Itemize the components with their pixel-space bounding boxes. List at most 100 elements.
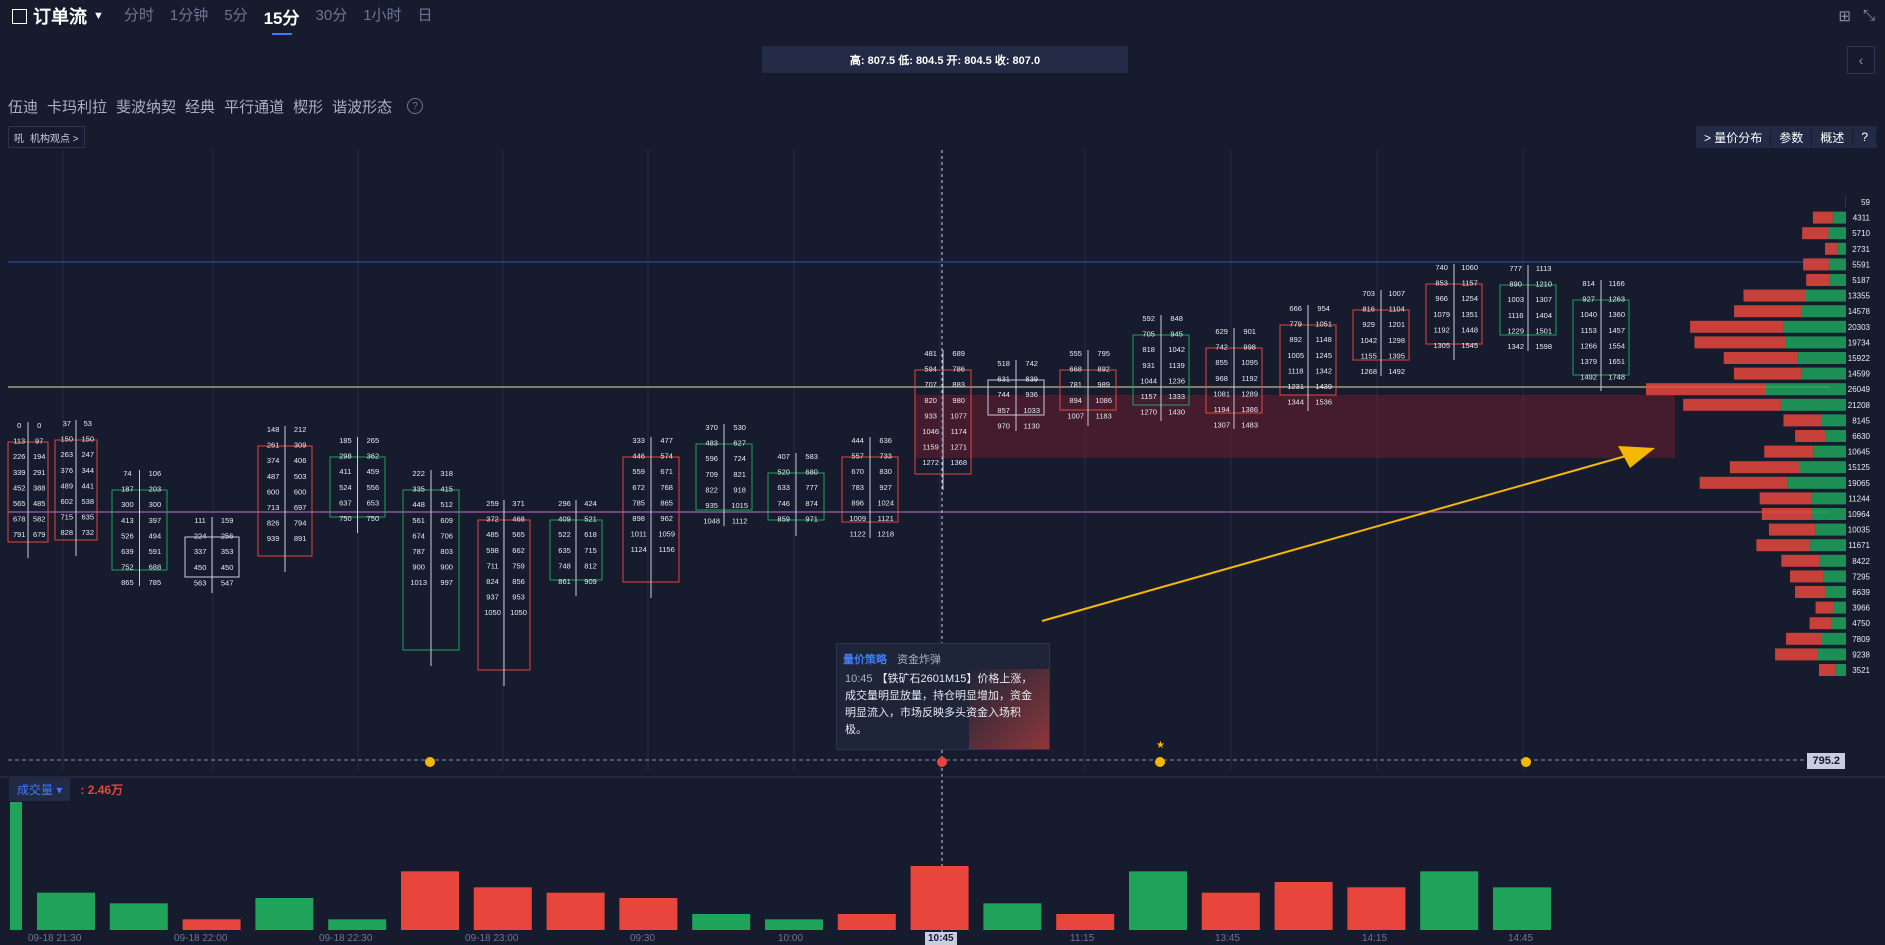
institution-view-button[interactable]: 吼 机构观点 >: [8, 126, 85, 148]
footprint-ask: 1174: [951, 427, 967, 436]
popup-tab-fund-bomb[interactable]: 资金炸弹: [897, 651, 941, 667]
footprint-bid: 855: [1215, 358, 1228, 367]
footprint-bid: 524: [339, 483, 352, 492]
footprint-bid: 485: [486, 530, 499, 539]
footprint-ask: 300: [149, 500, 162, 509]
tool-parallel-channel[interactable]: 平行通道: [224, 96, 284, 117]
volume-bar: [1420, 871, 1478, 930]
footprint-ask: 1483: [1241, 421, 1258, 430]
popup-tab-volume-price[interactable]: 量价策略: [843, 651, 887, 667]
vp-value: 7295: [1852, 572, 1870, 581]
tab-day[interactable]: 日: [418, 4, 433, 29]
volume-bar: [255, 898, 313, 930]
footprint-bid: 705: [1142, 330, 1155, 339]
vp-buy-bar: [1787, 477, 1846, 489]
footprint-bid: 261: [267, 441, 280, 450]
footprint-ask: 1342: [1315, 366, 1332, 375]
layout-grid-icon[interactable]: ⊞: [1838, 7, 1851, 25]
tool-fibonacci[interactable]: 斐波纳契: [116, 96, 176, 117]
footprint-bid: 487: [267, 472, 280, 481]
help-icon[interactable]: ?: [407, 98, 423, 114]
footprint-ask: 591: [149, 547, 162, 556]
footprint-ask: 680: [805, 468, 818, 477]
vp-sell-bar: [1769, 524, 1815, 536]
footprint-ask: 785: [149, 578, 162, 587]
tool-harmonic[interactable]: 谐波形态: [332, 96, 392, 117]
tab-5min[interactable]: 5分: [224, 4, 247, 29]
collapse-panel-button[interactable]: ‹: [1847, 46, 1875, 74]
footprint-bid: 970: [997, 421, 1010, 430]
footprint-box: [915, 370, 971, 474]
footprint-ask: 1015: [731, 501, 748, 510]
footprint-ask: 1271: [950, 443, 967, 452]
tool-woodie[interactable]: 伍迪: [8, 96, 38, 117]
tab-15min[interactable]: 15分: [264, 4, 300, 29]
value-band: [915, 395, 1675, 458]
volume-dropdown[interactable]: 成交量 ▾: [9, 778, 70, 801]
volume-profile-button[interactable]: > 量价分布: [1696, 129, 1771, 146]
app-title-menu[interactable]: 订单流 ▼: [12, 3, 104, 29]
footprint-ask: 1289: [1241, 389, 1258, 398]
overview-button[interactable]: 概述: [1812, 129, 1853, 146]
vp-value: 3521: [1852, 666, 1870, 675]
footprint-bid: 565: [13, 499, 26, 508]
footprint-ask: 1457: [1608, 326, 1625, 335]
footprint-bid: 300: [121, 500, 134, 509]
footprint-ask: 821: [733, 470, 746, 479]
params-button[interactable]: 参数: [1771, 129, 1812, 146]
footprint-bid: 296: [558, 499, 571, 508]
tab-1hour[interactable]: 1小时: [363, 4, 401, 29]
footprint-ask: 1007: [1388, 289, 1405, 298]
footprint-ask: 856: [512, 577, 525, 586]
tool-classic[interactable]: 经典: [185, 96, 215, 117]
footprint-ask: 892: [1097, 365, 1110, 374]
vp-buy-bar: [1838, 243, 1846, 255]
footprint-bid: 781: [1069, 380, 1082, 389]
vp-value: 4750: [1852, 619, 1870, 628]
footprint-ask: 848: [1170, 314, 1183, 323]
footprint-ask: 662: [512, 546, 525, 555]
footprint-ask: 653: [367, 498, 380, 507]
footprint-bid: 1050: [484, 608, 501, 617]
volume-bar: [983, 903, 1041, 930]
footprint-bid: 791: [13, 530, 26, 539]
footprint-ask: 1148: [1316, 335, 1332, 344]
footprint-ask: 901: [1243, 327, 1256, 336]
footprint-ask: 874: [805, 499, 818, 508]
footprint-ask: 468: [512, 515, 525, 524]
footprint-box: [1206, 348, 1262, 413]
footprint-bid: 742: [1215, 343, 1228, 352]
footprint-bid: 668: [1069, 365, 1082, 374]
footprint-bid: 894: [1069, 396, 1082, 405]
footprint-bid: 602: [61, 497, 74, 506]
footprint-ask: 715: [584, 546, 597, 555]
footprint-bid: 448: [412, 500, 425, 509]
footprint-ask: 883: [952, 380, 965, 389]
footprint-ask: 406: [294, 456, 307, 465]
shrink-icon[interactable]: ⤡: [1863, 7, 1875, 25]
help-button[interactable]: ?: [1853, 130, 1877, 144]
tab-fenshi[interactable]: 分时: [124, 4, 154, 29]
footprint-bid: 1272: [922, 458, 939, 467]
footprint-ask: 477: [660, 436, 673, 445]
footprint-bid: 666: [1289, 304, 1302, 313]
footprint-bid: 376: [61, 466, 74, 475]
footprint-bid: 939: [267, 534, 280, 543]
vp-buy-bar: [1766, 383, 1846, 395]
tool-wedge[interactable]: 楔形: [293, 96, 323, 117]
footprint-bid: 752: [121, 563, 134, 572]
strategy-popup: 量价策略 资金炸弹 10:45【铁矿石2601M15】价格上涨，成交量明显放量，…: [836, 643, 1050, 750]
vp-buy-bar: [1821, 414, 1846, 426]
tool-camarilla[interactable]: 卡玛利拉: [47, 96, 107, 117]
vp-sell-bar: [1783, 414, 1821, 426]
vp-buy-bar: [1811, 492, 1846, 504]
tab-1min[interactable]: 1分钟: [170, 4, 208, 29]
tab-30min[interactable]: 30分: [316, 4, 348, 29]
footprint-bid: 779: [1289, 320, 1302, 329]
footprint-bid: 555: [1069, 349, 1082, 358]
footprint-bid: 828: [61, 528, 74, 537]
vp-value: 2731: [1852, 245, 1870, 254]
vp-value: 10645: [1848, 448, 1871, 457]
footprint-ask: 627: [733, 439, 746, 448]
